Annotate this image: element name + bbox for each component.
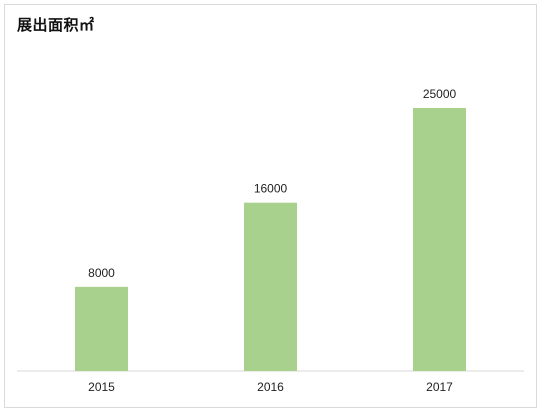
data-label-2015: 8000 [88,266,115,280]
data-label-2016: 16000 [254,182,288,196]
x-tick-label-2015: 2015 [88,380,115,394]
bar-2015 [75,286,128,371]
chart-title: 展出面积㎡ [17,16,95,34]
x-tick-label-2016: 2016 [257,380,284,394]
bar-2017 [413,108,466,371]
data-label-2017: 25000 [423,87,457,101]
x-tick-label-2017: 2017 [426,380,453,394]
bar-2016 [244,202,297,371]
